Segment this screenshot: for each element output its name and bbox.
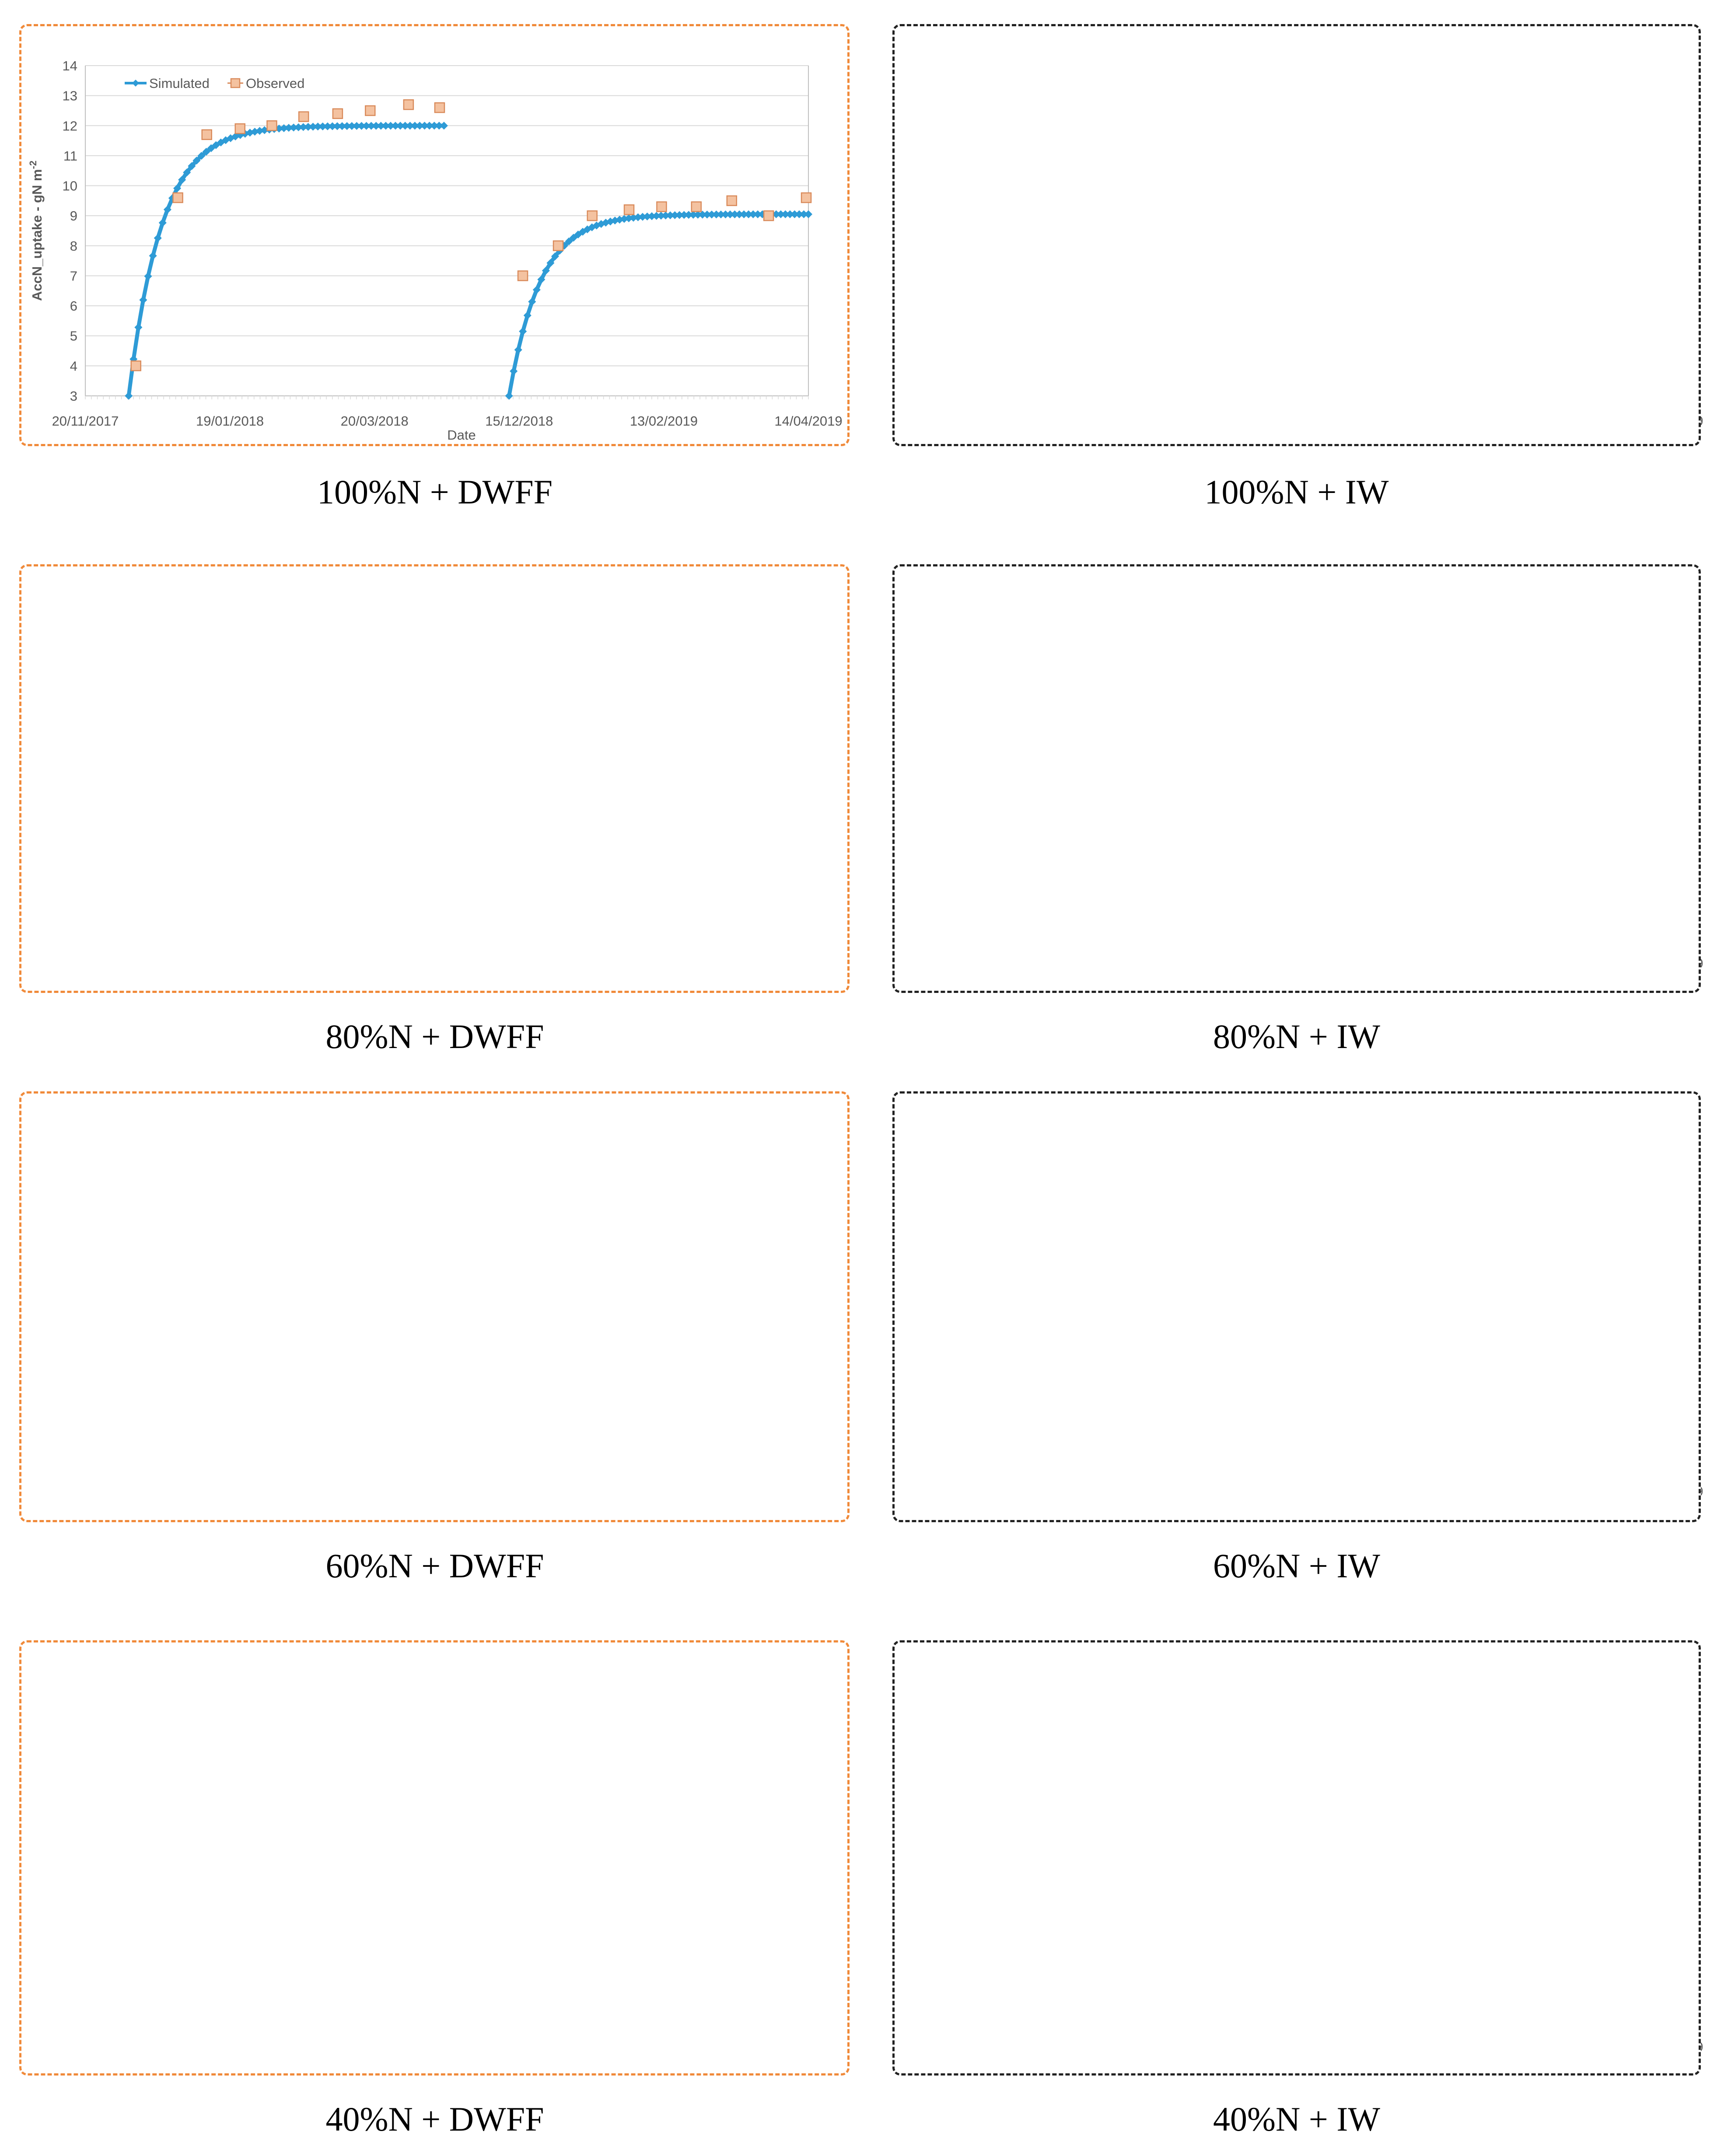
panel-frame-60n-iw [892, 1091, 1701, 1522]
caption-80n-dwff: 80%N + DWFF [325, 1017, 544, 1055]
caption-40n-dwff: 40%N + DWFF [325, 2100, 544, 2138]
caption-60n-iw: 60%N + IW [1213, 1547, 1380, 1585]
panel-frame-100n-iw [892, 24, 1701, 446]
panel-frame-40n-dwff [19, 1640, 850, 2076]
panel-frame-100n-dwff [19, 24, 850, 446]
caption-80n-iw: 80%N + IW [1213, 1017, 1380, 1055]
caption-60n-dwff: 60%N + DWFF [325, 1547, 544, 1585]
panel-frame-80n-iw [892, 564, 1701, 993]
caption-100n-iw: 100%N + IW [1204, 473, 1389, 511]
panel-frame-80n-dwff [19, 564, 850, 993]
panel-frame-40n-iw [892, 1640, 1701, 2076]
caption-100n-dwff: 100%N + DWFF [317, 473, 553, 511]
panel-frame-60n-dwff [19, 1091, 850, 1522]
caption-40n-iw: 40%N + IW [1213, 2100, 1380, 2138]
